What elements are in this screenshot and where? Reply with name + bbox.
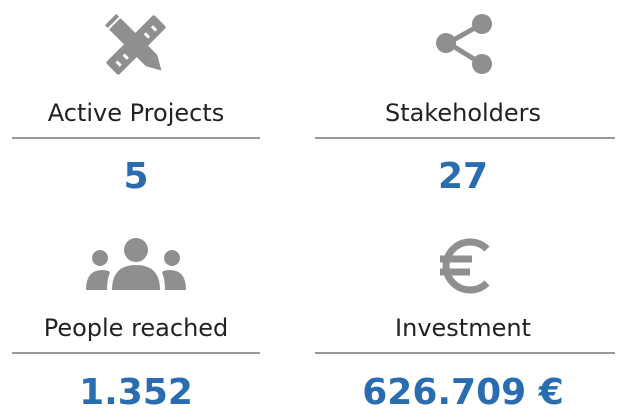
euro-icon: [440, 238, 490, 294]
stat-label: Stakeholders: [385, 99, 541, 127]
stat-label: Investment: [395, 314, 531, 342]
stat-value: 1.352: [79, 372, 193, 413]
stat-label: People reached: [44, 314, 229, 342]
tools-icon: [104, 13, 166, 75]
stat-value: 27: [438, 156, 488, 197]
stat-label: Active Projects: [48, 99, 224, 127]
stat-value: 626.709 €: [362, 372, 564, 413]
share-icon: [436, 14, 492, 74]
stat-value: 5: [123, 156, 148, 197]
people-icon: [86, 238, 186, 290]
